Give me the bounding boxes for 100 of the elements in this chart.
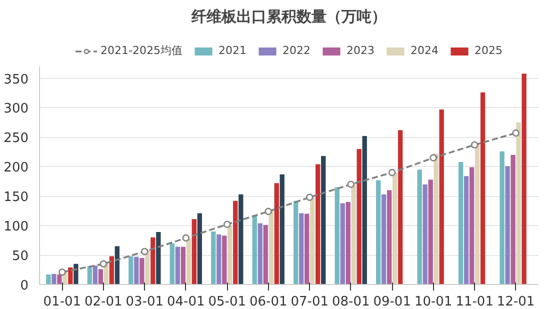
bar: [439, 110, 444, 284]
bar: [505, 166, 510, 284]
legend-label: 2024: [410, 44, 438, 57]
bar: [299, 213, 304, 284]
bar: [362, 136, 367, 284]
bar: [304, 214, 310, 284]
y-tick-label: 300: [4, 102, 29, 117]
x-tick-label: 06-01: [249, 294, 288, 309]
point: [347, 180, 355, 188]
bar: [140, 258, 144, 284]
bar: [376, 180, 381, 284]
x-tick-label: 12-01: [496, 294, 535, 309]
legend-label: 2021-2025均值: [100, 43, 182, 58]
legend-label: 2021: [218, 44, 246, 57]
bar: [387, 190, 392, 284]
bar: [340, 203, 345, 284]
bar: [114, 246, 120, 284]
bar: [57, 274, 62, 284]
bar: [458, 162, 464, 284]
bar: [197, 213, 202, 284]
bar: [294, 200, 298, 284]
bar: [186, 238, 191, 284]
bar: [274, 183, 279, 284]
bar: [258, 223, 262, 284]
bar: [92, 266, 98, 284]
point: [223, 220, 231, 228]
bar: [510, 154, 516, 284]
bar: [238, 194, 244, 284]
bar: [216, 234, 222, 284]
x-tick-label: 11-01: [456, 294, 494, 309]
bar: [500, 151, 504, 284]
point: [100, 260, 108, 268]
bar: [263, 224, 268, 284]
bar: [280, 174, 284, 284]
bar: [268, 210, 274, 284]
point: [388, 168, 396, 176]
bar: [422, 184, 428, 284]
bar: [52, 274, 56, 284]
bar: [346, 202, 350, 284]
point: [264, 208, 272, 216]
bar: [175, 246, 180, 284]
bar: [428, 180, 433, 284]
y-tick-label: 250: [4, 131, 29, 146]
bar: [316, 164, 320, 284]
point: [58, 268, 66, 276]
point: [306, 194, 314, 201]
bar: [464, 176, 469, 284]
x-tick-label: 05-01: [208, 294, 246, 309]
bar: [480, 92, 486, 284]
bar: [392, 172, 398, 284]
x-tick-label: 04-01: [167, 294, 205, 309]
bar: [469, 167, 474, 284]
point: [141, 248, 148, 256]
x-tick-label: 02-01: [84, 294, 122, 309]
y-tick-label: 200: [4, 160, 29, 176]
bar: [98, 269, 104, 284]
bar: [170, 243, 174, 284]
bar: [356, 148, 362, 284]
point: [470, 141, 478, 149]
x-tick-label: 10-01: [414, 294, 452, 309]
legend-label: 2023: [346, 44, 374, 57]
bar: [228, 226, 232, 284]
y-tick-label: 50: [12, 249, 29, 264]
bar: [310, 197, 315, 284]
legend-label: 2025: [474, 44, 502, 57]
bar: [351, 184, 356, 284]
bar: [222, 236, 227, 284]
bar: [434, 154, 438, 284]
x-tick-label: 03-01: [126, 294, 164, 309]
bar: [474, 143, 480, 284]
x-tick-label: 09-01: [373, 294, 411, 309]
bar: [398, 130, 403, 284]
bar: [180, 246, 186, 284]
bar: [417, 170, 422, 284]
bar: [192, 219, 196, 284]
bar: [211, 231, 216, 284]
bar: [128, 256, 134, 284]
bar: [252, 214, 257, 284]
bar: [382, 194, 386, 284]
point: [182, 234, 190, 242]
chart-title: 纤维板出口累积数量（万吨）: [190, 8, 386, 26]
bar: [109, 256, 114, 284]
point: [512, 129, 520, 137]
x-tick-label: 07-01: [290, 294, 329, 309]
y-tick-label: 100: [4, 220, 29, 235]
y-tick-label: 0: [20, 278, 29, 294]
legend-label: 2022: [282, 44, 310, 57]
y-tick-label: 350: [4, 72, 29, 88]
bar: [156, 232, 161, 284]
x-tick-label: 01-01: [43, 294, 82, 309]
bar: [74, 264, 78, 284]
point: [430, 154, 437, 162]
bar: [334, 187, 340, 284]
bar: [522, 74, 526, 284]
bar: [150, 237, 156, 284]
bar: [46, 274, 51, 284]
y-tick-label: 150: [4, 190, 29, 206]
bar: [68, 267, 73, 284]
bar: [321, 156, 326, 284]
x-tick-label: 08-01: [332, 294, 370, 309]
